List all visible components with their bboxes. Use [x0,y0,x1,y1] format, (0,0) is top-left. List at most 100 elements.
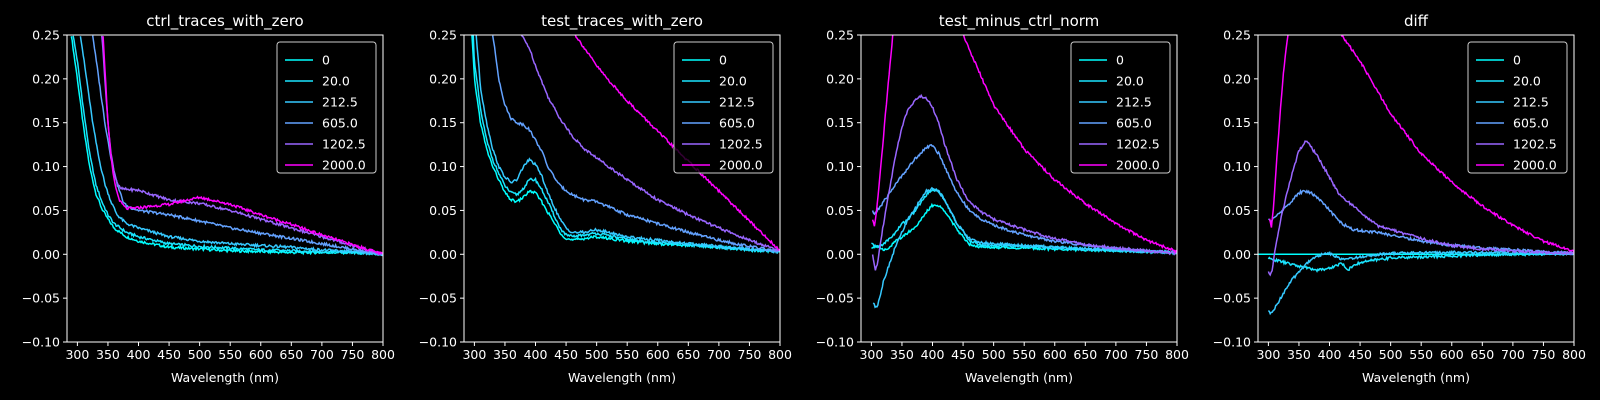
x-tick-label: 400 [921,347,945,362]
y-tick-label: 0.20 [826,71,854,86]
chart-title: diff [1404,12,1429,30]
legend-label: 2000.0 [322,158,366,173]
x-tick-label: 800 [1562,347,1586,362]
chart-title: test_minus_ctrl_norm [939,12,1100,31]
legend: 0 20.0 212.5 605.0 1202.5 2000.0 [1070,41,1171,174]
legend-label: 2000.0 [1116,158,1160,173]
legend-label: 0 [719,53,727,68]
x-axis-label: Wavelength (nm) [965,370,1073,385]
legend-label: 1202.5 [1513,137,1557,152]
x-tick-label: 600 [1043,347,1067,362]
y-tick-label: 0.20 [32,71,60,86]
y-tick-label: 0.15 [1223,115,1251,130]
x-tick-label: 300 [859,347,883,362]
legend-box [276,41,377,174]
x-tick-label: 400 [524,347,548,362]
x-tick-label: 500 [585,347,609,362]
x-tick-label: 500 [188,347,212,362]
series-line-212-5 [475,35,780,255]
x-tick-label: 350 [96,347,120,362]
x-tick-label: 600 [249,347,273,362]
x-tick-label: 300 [462,347,486,362]
legend-box [1467,41,1568,174]
x-tick-label: 350 [890,347,914,362]
x-tick-label: 700 [707,347,731,362]
axes-frame [1257,34,1575,343]
x-tick-label: 400 [127,347,151,362]
series-line-1202-5 [1267,140,1574,277]
legend-label: 0 [1116,53,1124,68]
y-tick-label: 0.20 [1223,71,1251,86]
x-tick-label: 750 [1532,347,1556,362]
x-tick-label: 450 [157,347,181,362]
series-line-605-0 [1268,188,1574,256]
legend-label: 605.0 [1116,116,1152,131]
y-tick-label: 0.00 [826,247,854,262]
x-tick-label: 450 [951,347,975,362]
x-tick-label: 550 [615,347,639,362]
x-tick-label: 650 [676,347,700,362]
legend-label: 212.5 [1116,95,1152,110]
legend-label: 212.5 [322,95,358,110]
y-tick-label: −0.05 [816,291,854,306]
y-tick-label: 0.25 [826,28,854,43]
y-tick-label: 0.05 [429,203,457,218]
series-line-0 [70,36,383,257]
x-tick-label: 400 [1318,347,1342,362]
chart-title: test_traces_with_zero [541,12,703,31]
x-tick-label: 700 [1104,347,1128,362]
legend-label: 0 [322,53,330,68]
series-line-2000-0 [102,36,383,256]
x-tick-label: 550 [1409,347,1433,362]
axes-frame [463,34,781,343]
x-tick-label: 800 [768,347,792,362]
x-tick-label: 500 [1379,347,1403,362]
x-tick-label: 300 [1256,347,1280,362]
axes-frame [860,34,1178,343]
y-tick-label: 0.15 [429,115,457,130]
legend-label: 605.0 [322,116,358,131]
series-line-20-0 [72,35,383,257]
legend-box [673,41,774,174]
legend-label: 605.0 [719,116,755,131]
x-tick-label: 550 [218,347,242,362]
x-tick-label: 600 [1440,347,1464,362]
legend: 0 20.0 212.5 605.0 1202.5 2000.0 [673,41,774,174]
x-tick-label: 750 [341,347,365,362]
x-tick-label: 750 [1135,347,1159,362]
y-tick-label: 0.20 [429,71,457,86]
legend-label: 20.0 [719,74,747,89]
y-tick-label: 0.10 [32,159,60,174]
panel-4: 300 350 400 450 500 550 600 650 700 750 800 −0.10 −0… [1213,12,1586,385]
x-tick-label: 650 [1470,347,1494,362]
legend: 0 20.0 212.5 605.0 1202.5 2000.0 [1467,41,1568,174]
y-tick-label: −0.05 [22,291,60,306]
panel-3: 300 350 400 450 500 550 600 650 700 750 800 −0.10 −0… [816,12,1189,385]
legend-label: 2000.0 [719,158,763,173]
legend-label: 0 [1513,53,1521,68]
x-tick-label: 650 [1073,347,1097,362]
legend-label: 1202.5 [322,137,366,152]
y-tick-label: −0.10 [1213,335,1251,350]
x-axis-label: Wavelength (nm) [568,370,676,385]
x-tick-label: 500 [982,347,1006,362]
y-tick-label: 0.25 [32,28,60,43]
legend: 0 20.0 212.5 605.0 1202.5 2000.0 [276,41,377,174]
y-tick-label: 0.10 [429,159,457,174]
legend-label: 20.0 [1513,74,1541,89]
y-tick-label: −0.10 [419,335,457,350]
panel-1: 300 350 400 450 500 550 600 650 700 750 800 −0.10 −0… [22,12,395,385]
x-tick-label: 350 [1287,347,1311,362]
legend-box [1070,41,1171,174]
y-tick-label: 0.05 [32,203,60,218]
y-tick-label: 0.05 [1223,203,1251,218]
panel-2: 300 350 400 450 500 550 600 650 700 750 800 −0.10 −0… [419,12,792,385]
y-tick-label: 0.10 [826,159,854,174]
x-tick-label: 800 [1165,347,1189,362]
y-tick-label: −0.05 [1213,291,1251,306]
series-line-1202-5 [871,93,1177,271]
legend-label: 20.0 [1116,74,1144,89]
y-tick-label: −0.10 [22,335,60,350]
x-tick-label: 750 [738,347,762,362]
